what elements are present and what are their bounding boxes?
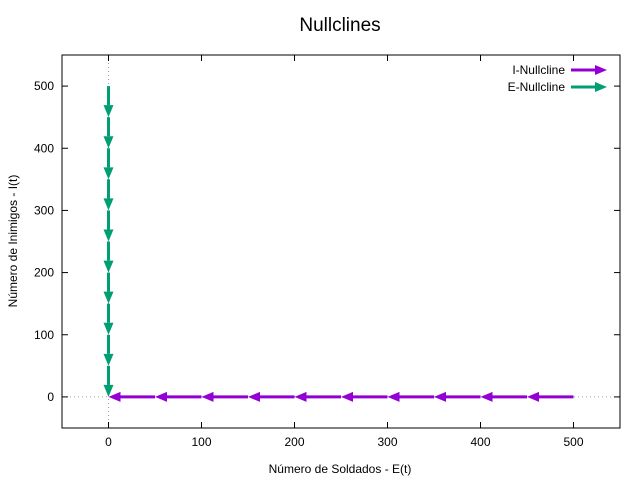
series-arrow — [480, 391, 527, 402]
arrow-head — [201, 391, 214, 402]
arrow-head — [103, 198, 114, 211]
arrow-head — [341, 391, 353, 402]
y-tick-label: 500 — [34, 79, 54, 93]
series-arrow — [103, 272, 114, 304]
series-arrow — [201, 391, 248, 402]
legend-sample — [571, 65, 607, 75]
arrow-head — [103, 322, 114, 335]
series-arrow — [341, 391, 388, 402]
arrow-head — [103, 105, 114, 118]
y-tick-label: 400 — [34, 141, 54, 155]
series-arrow — [103, 148, 114, 180]
y-tick-label: 100 — [34, 328, 54, 342]
series-arrow — [527, 391, 574, 402]
arrow-head — [480, 391, 493, 402]
series-e-nullcline — [103, 86, 114, 397]
arrow-head — [595, 65, 607, 75]
plot-area: 0 100 200 300 400 500 0 100 200 300 400 500 I-Nullcl… — [34, 54, 621, 449]
arrow-head — [108, 391, 121, 402]
arrow-head — [103, 353, 114, 366]
series-arrow — [103, 117, 114, 149]
series-arrow — [387, 391, 434, 402]
y-tick-label: 300 — [34, 203, 54, 217]
legend-label: E-Nullcline — [508, 80, 566, 94]
arrow-head — [434, 391, 446, 402]
arrow-head — [155, 391, 167, 402]
series-arrow — [103, 365, 114, 397]
x-axis-label: Número de Soldados - E(t) — [269, 462, 412, 476]
arrow-head — [103, 291, 114, 304]
arrow-head — [103, 260, 114, 273]
legend-sample — [571, 82, 607, 92]
arrow-head — [527, 391, 539, 402]
series-arrow — [294, 391, 341, 402]
series-arrow — [434, 391, 481, 402]
x-tick-label: 400 — [470, 435, 490, 449]
x-tick-label: 200 — [284, 435, 304, 449]
series-arrow — [103, 86, 114, 118]
series-arrow — [103, 334, 114, 366]
series-arrow — [103, 210, 114, 242]
y-axis-label: Número de Inimigos - I(t) — [6, 175, 20, 308]
y-tick-label: 0 — [47, 390, 54, 404]
y-tick-label: 200 — [34, 266, 54, 280]
x-tick-label: 300 — [377, 435, 397, 449]
chart-title: Nullclines — [299, 15, 380, 36]
series-arrow — [155, 391, 202, 402]
arrow-head — [595, 82, 607, 92]
arrow-head — [103, 384, 114, 397]
series-arrow — [108, 391, 155, 402]
series-arrow — [103, 179, 114, 211]
legend-label: I-Nullcline — [512, 63, 565, 77]
series-arrow — [248, 391, 295, 402]
x-tick-label: 100 — [191, 435, 211, 449]
series-i-nullcline — [108, 391, 574, 402]
x-tick-label: 500 — [563, 435, 583, 449]
arrow-head — [294, 391, 307, 402]
series-arrow — [103, 303, 114, 335]
plot-frame — [61, 54, 621, 429]
x-tick-label: 0 — [105, 435, 112, 449]
arrow-head — [387, 391, 400, 402]
arrow-head — [103, 167, 114, 180]
series-arrow — [103, 241, 114, 273]
arrow-head — [103, 229, 114, 242]
arrow-head — [103, 136, 114, 149]
arrow-head — [248, 391, 260, 402]
